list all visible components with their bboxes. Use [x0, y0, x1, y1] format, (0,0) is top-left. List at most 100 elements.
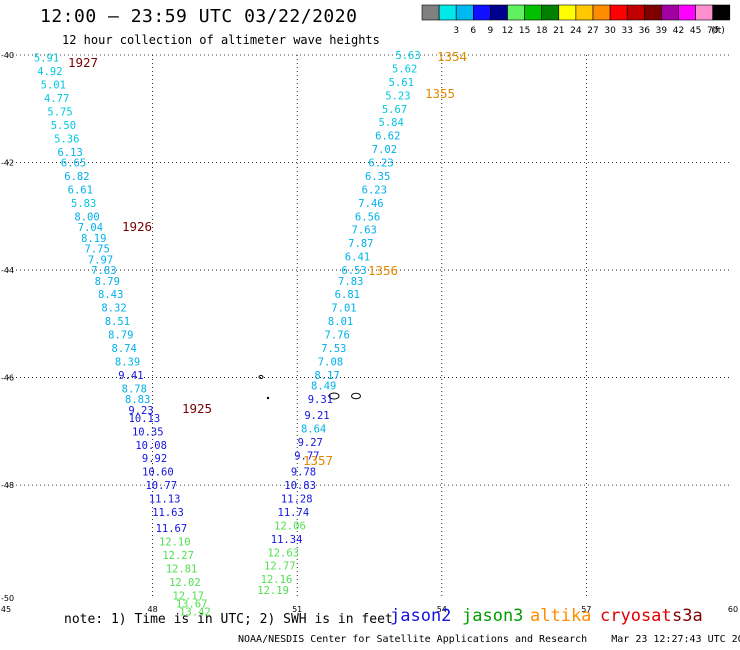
- wave-height-point: 10.13: [129, 413, 161, 425]
- footer-source: NOAA/NESDIS Center for Satellite Applica…: [238, 634, 588, 645]
- wave-height-point: 12.02: [169, 577, 201, 589]
- wave-height-point: 5.01: [41, 80, 66, 92]
- satellite-jason3: jason3: [462, 606, 524, 626]
- wave-height-point: 8.78: [122, 383, 147, 395]
- wave-height-point: 9.92: [142, 453, 167, 465]
- color-bin-label-15: 15: [519, 26, 530, 36]
- color-bin-label-27: 27: [587, 26, 598, 36]
- wave-height-point: 12.63: [267, 547, 299, 559]
- color-bin-label-6: 6: [470, 26, 476, 36]
- pass-number-label: 1927: [68, 55, 98, 70]
- footer: NOAA/NESDIS Center for Satellite Applica…: [238, 634, 740, 645]
- wave-height-point: 8.01: [328, 316, 353, 328]
- wave-height-point: 11.74: [278, 507, 310, 519]
- satellite-cryosat: cryosat: [600, 606, 672, 626]
- wave-height-point: 5.23: [385, 90, 410, 102]
- wave-height-point: 6.23: [362, 184, 387, 196]
- wave-height-point: 8.79: [95, 276, 120, 288]
- wave-height-point: 6.41: [345, 252, 370, 264]
- wave-height-point: 9.21: [304, 410, 329, 422]
- satellite-s3a: s3a: [672, 606, 703, 626]
- wave-height-point: 7.04: [78, 222, 103, 234]
- lat-label-minus42: -42: [1, 159, 14, 168]
- wave-height-point: 12.27: [162, 550, 194, 562]
- wave-height-point: 7.76: [325, 330, 350, 342]
- wave-height-point: 9.78: [291, 467, 316, 479]
- wave-height-point: 10.60: [142, 467, 174, 479]
- wave-height-point: 6.23: [368, 158, 393, 170]
- wave-height-point: 9.23: [128, 405, 153, 417]
- pass-number-label: 1925: [182, 401, 212, 416]
- lon-label-51: 51: [292, 605, 302, 614]
- wave-height-point: 6.81: [335, 289, 360, 301]
- wave-height-point: 10.35: [132, 426, 164, 438]
- satellite-jason2: jason2: [390, 606, 452, 626]
- wave-height-point: 8.32: [101, 303, 126, 315]
- wave-height-point: 10.83: [284, 480, 316, 492]
- wave-height-point: 7.97: [88, 254, 113, 266]
- wave-height-point: 6.61: [68, 184, 93, 196]
- color-scale-legend: 3 6 9 12 15 18 21 24 27 30 33 36 39 42 45 70(ft): [421, 4, 731, 36]
- wave-height-point: 9.31: [308, 394, 333, 406]
- wave-height-point: 13.67: [176, 598, 208, 610]
- lon-label-54: 54: [437, 605, 447, 614]
- wave-height-point: 9.41: [118, 370, 143, 382]
- wave-height-point: 7.83: [338, 276, 363, 288]
- wave-height-point: 8.64: [301, 424, 326, 436]
- wave-height-point: 12.16: [261, 574, 293, 586]
- wave-height-point: 8.49: [311, 381, 336, 393]
- lat-label-minus46: -46: [1, 374, 14, 383]
- track-1354-1357: 5.635.62 5.615.23 5.675.84 6.627.02 6.236.35…: [257, 50, 420, 597]
- wave-height-point: 4.77: [44, 93, 69, 105]
- island-outline: [328, 392, 340, 400]
- lat-label-minus48: -48: [1, 481, 14, 490]
- pass-number-label: 1357: [303, 453, 333, 468]
- lat-label-minus44: -44: [1, 266, 14, 275]
- wave-height-point: 12.17: [172, 590, 204, 602]
- color-bin-label-9: 9: [488, 26, 494, 36]
- color-bin-label-18: 18: [536, 26, 548, 36]
- wave-height-point: 7.75: [85, 244, 110, 256]
- wave-height-point: 6.65: [61, 158, 86, 170]
- lon-label-57: 57: [581, 605, 591, 614]
- wave-height-point: 11.34: [271, 534, 303, 546]
- color-bin-label-30: 30: [604, 26, 616, 36]
- wave-height-point: 11.28: [281, 494, 313, 506]
- wave-height-point: 8.17: [314, 370, 339, 382]
- wave-height-point: 6.62: [375, 131, 400, 143]
- color-bin-label-12: 12: [502, 26, 513, 36]
- pass-number-label: 1354: [437, 49, 467, 64]
- wave-height-point: 12.10: [159, 537, 191, 549]
- wave-height-point: 7.87: [348, 238, 373, 250]
- island-outline: [258, 375, 264, 379]
- color-bin-label-33: 33: [621, 26, 632, 36]
- footer-timestamp: Mar 23 12:27:43 UTC 2020: [611, 634, 740, 645]
- lon-label-45: 45: [1, 605, 11, 614]
- wave-height-point: 10.08: [135, 440, 167, 452]
- wave-height-point: 7.08: [318, 356, 343, 368]
- wave-height-point: 12.81: [166, 563, 198, 575]
- wave-height-point: 9.27: [298, 437, 323, 449]
- wave-height-point: 8.83: [125, 394, 150, 406]
- track-1925-1927: 5.914.92 5.014.775.75 5.505.36 6.136.656.82…: [34, 53, 211, 619]
- lat-label-minus50: -50: [1, 594, 14, 603]
- wave-height-point: 5.61: [389, 77, 414, 89]
- wave-height-point: 11.13: [149, 494, 181, 506]
- map-subtitle: 12 hour collection of altimeter wave hei…: [62, 33, 380, 47]
- lon-label-48: 48: [148, 605, 158, 614]
- color-bin-label-39: 39: [656, 26, 668, 36]
- color-bin-label-21: 21: [553, 26, 564, 36]
- wave-height-point: 5.83: [71, 198, 96, 210]
- wave-height-point: 6.53: [341, 265, 366, 277]
- units-note: note: 1) Time is in UTC; 2) SWH is in fe…: [64, 612, 393, 627]
- color-bin-label-45: 45: [690, 26, 701, 36]
- island-dot: [266, 396, 270, 400]
- wave-height-point: 12.19: [257, 585, 289, 597]
- wave-height-point: 7.02: [372, 144, 397, 156]
- wave-height-point: 8.74: [112, 343, 137, 355]
- wave-height-point: 5.50: [51, 120, 76, 132]
- wave-height-point: 8.00: [74, 211, 99, 223]
- wave-height-point: 5.36: [54, 133, 79, 145]
- map-title: 12:00 – 23:59 UTC 03/22/2020: [40, 6, 358, 27]
